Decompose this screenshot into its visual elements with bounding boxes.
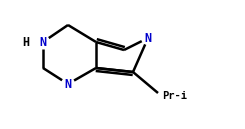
Text: Pr-i: Pr-i bbox=[162, 91, 187, 101]
Text: N: N bbox=[39, 35, 47, 49]
Text: N: N bbox=[64, 78, 72, 91]
Text: N: N bbox=[145, 31, 152, 45]
Text: H: H bbox=[23, 35, 30, 49]
